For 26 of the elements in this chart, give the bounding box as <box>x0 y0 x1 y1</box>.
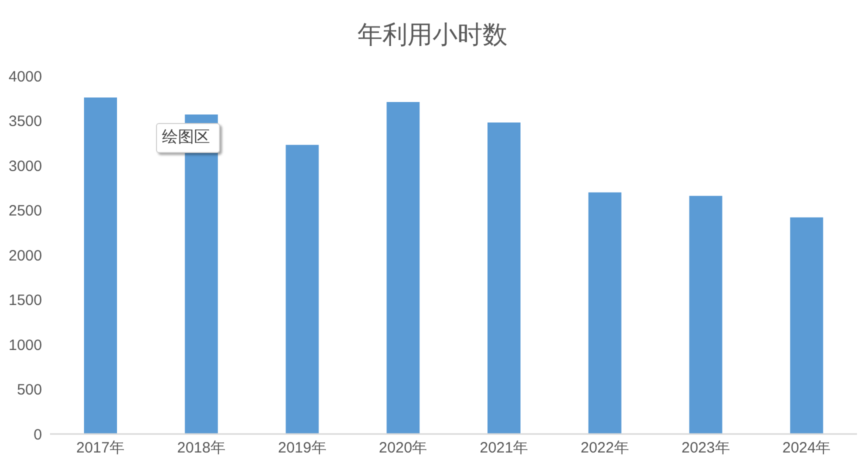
y-tick-label: 500 <box>16 382 42 399</box>
y-tick-label: 3000 <box>8 158 42 175</box>
x-tick-label: 2019年 <box>278 440 326 457</box>
bar <box>689 196 722 434</box>
x-tick-label: 2023年 <box>682 440 730 457</box>
x-tick-label: 2022年 <box>580 440 629 457</box>
y-tick-label: 1000 <box>8 336 42 354</box>
x-tick-label: 2017年 <box>76 440 125 457</box>
x-tick-label: 2021年 <box>480 440 528 457</box>
bar <box>488 122 520 434</box>
y-tick-label: 4000 <box>8 68 42 86</box>
bar <box>84 97 117 434</box>
y-tick-label: 2000 <box>8 247 42 264</box>
y-tick-label: 2500 <box>8 202 42 220</box>
bar <box>790 217 824 434</box>
bar <box>286 144 319 434</box>
y-tick-label: 0 <box>34 426 42 444</box>
y-tick-label: 1500 <box>8 292 42 310</box>
bar <box>588 192 622 434</box>
y-tick-label: 3500 <box>8 113 42 130</box>
x-tick-label: 2024年 <box>782 440 831 457</box>
chart-title: 年利用小时数 <box>356 20 508 51</box>
annotation: 绘图区 <box>162 128 210 148</box>
x-tick-label: 2018年 <box>177 440 226 457</box>
bar <box>386 102 420 434</box>
x-tick-label: 2020年 <box>378 440 428 457</box>
